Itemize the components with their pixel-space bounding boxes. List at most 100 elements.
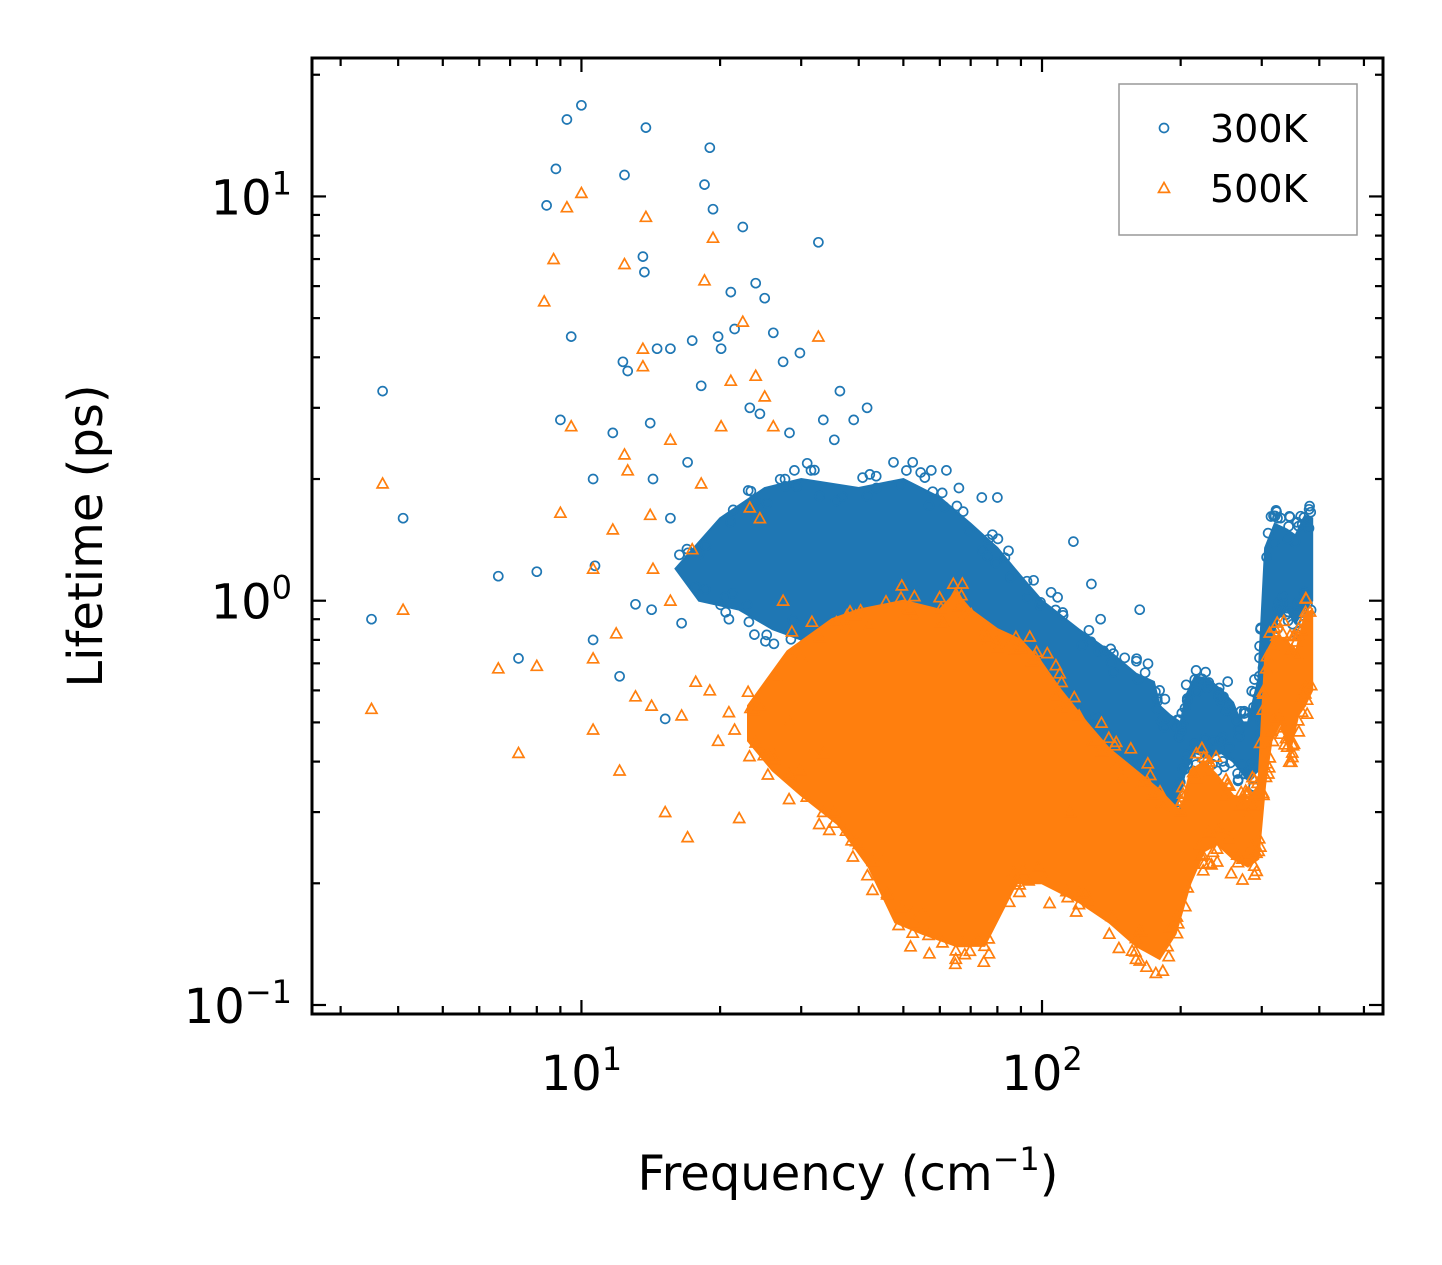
data-point-500K <box>894 578 909 591</box>
data-point-500K <box>553 505 568 519</box>
data-point-300K <box>990 557 1002 569</box>
data-point-300K <box>531 566 543 578</box>
data-point-500K <box>1295 684 1310 697</box>
data-point-500K <box>1140 756 1155 769</box>
data-point-300K <box>1262 527 1274 539</box>
data-point-300K <box>686 335 698 346</box>
data-point-500K <box>1276 720 1291 733</box>
data-point-500K <box>934 600 948 614</box>
data-point-500K <box>732 810 747 824</box>
data-point-500K <box>1002 894 1017 908</box>
data-point-500K <box>617 447 632 460</box>
data-point-300K <box>704 142 716 154</box>
data-point-500K <box>1231 855 1245 868</box>
data-point-300K <box>1213 682 1225 694</box>
data-point-300K <box>1028 574 1039 586</box>
data-point-500K <box>875 851 890 865</box>
data-point-500K <box>1256 785 1271 799</box>
data-point-300K <box>1189 685 1201 696</box>
data-point-500K <box>1204 857 1219 870</box>
data-point-500K <box>748 368 763 382</box>
data-point-500K <box>1160 939 1175 952</box>
data-point-500K <box>1262 760 1277 773</box>
data-point-500K <box>1173 803 1188 817</box>
data-point-300K <box>1191 686 1203 698</box>
data-point-300K <box>784 427 795 439</box>
data-point-500K <box>714 419 729 432</box>
data-point-500K <box>1004 634 1018 648</box>
data-point-300K <box>941 465 952 476</box>
data-point-300K <box>870 470 882 482</box>
data-point-500K <box>586 651 601 664</box>
data-point-300K <box>741 599 753 611</box>
data-point-500K <box>546 251 561 265</box>
data-point-500K <box>962 943 977 957</box>
data-point-300K <box>1222 676 1234 687</box>
data-point-500K <box>1101 730 1116 744</box>
data-point-500K <box>559 200 574 213</box>
data-point-500K <box>1217 789 1232 803</box>
data-point-300K <box>1151 703 1163 715</box>
data-point-300K <box>541 200 552 211</box>
data-point-300K <box>727 504 739 516</box>
data-point-500K <box>982 633 996 646</box>
data-point-500K <box>1295 704 1310 718</box>
data-point-300K <box>1254 640 1265 652</box>
x-axis-title: Frequency (cm−1) <box>637 1140 1058 1202</box>
data-point-300K <box>779 481 791 492</box>
data-point-300K <box>676 617 687 629</box>
data-point-500K <box>1250 775 1265 789</box>
data-point-500K <box>1211 821 1226 835</box>
data-point-300K <box>1159 693 1171 705</box>
data-point-300K <box>750 495 761 507</box>
data-point-300K <box>888 456 899 468</box>
data-point-300K <box>1098 645 1109 657</box>
data-point-300K <box>1160 712 1172 724</box>
data-point-500K <box>1116 769 1130 783</box>
data-point-500K <box>1209 749 1223 763</box>
data-point-300K <box>617 356 629 368</box>
data-point-300K <box>607 427 619 439</box>
data-point-500K <box>1072 896 1086 910</box>
data-point-300K <box>1277 591 1289 602</box>
data-point-300K <box>992 492 1003 503</box>
data-point-500K <box>991 640 1005 653</box>
data-point-500K <box>1163 918 1178 932</box>
data-point-300K <box>1254 652 1265 664</box>
data-point-500K <box>812 629 827 643</box>
data-point-300K <box>1095 613 1106 625</box>
data-point-300K <box>715 343 727 355</box>
data-point-500K <box>1189 745 1204 759</box>
data-point-500K <box>658 804 673 818</box>
data-point-500K <box>605 522 620 535</box>
data-point-500K <box>1277 737 1292 750</box>
data-point-500K <box>638 209 653 223</box>
data-point-300K <box>901 465 912 476</box>
data-point-300K <box>925 465 937 476</box>
data-point-300K <box>1225 757 1236 769</box>
data-point-300K <box>1083 624 1095 636</box>
data-point-500K <box>396 602 411 615</box>
data-point-500K <box>1261 766 1276 779</box>
data-point-500K <box>905 925 920 939</box>
data-point-500K <box>1280 739 1295 753</box>
data-point-500K <box>1272 708 1286 721</box>
data-point-300K <box>619 169 630 181</box>
data-point-500K <box>702 683 717 696</box>
data-point-300K <box>957 506 969 517</box>
data-point-300K <box>1090 711 1101 723</box>
data-point-300K <box>1199 733 1211 745</box>
data-point-300K <box>1240 713 1252 725</box>
data-point-500K <box>1255 702 1270 715</box>
data-point-500K <box>879 594 893 607</box>
data-point-300K <box>1176 720 1188 732</box>
data-point-300K <box>1034 599 1046 611</box>
data-point-300K <box>1139 667 1151 679</box>
data-point-500K <box>952 599 967 612</box>
data-point-500K <box>839 619 854 632</box>
data-point-300K <box>723 613 735 625</box>
data-point-500K <box>1180 880 1195 893</box>
data-point-500K <box>1262 625 1277 638</box>
data-point-300K <box>1135 759 1146 771</box>
